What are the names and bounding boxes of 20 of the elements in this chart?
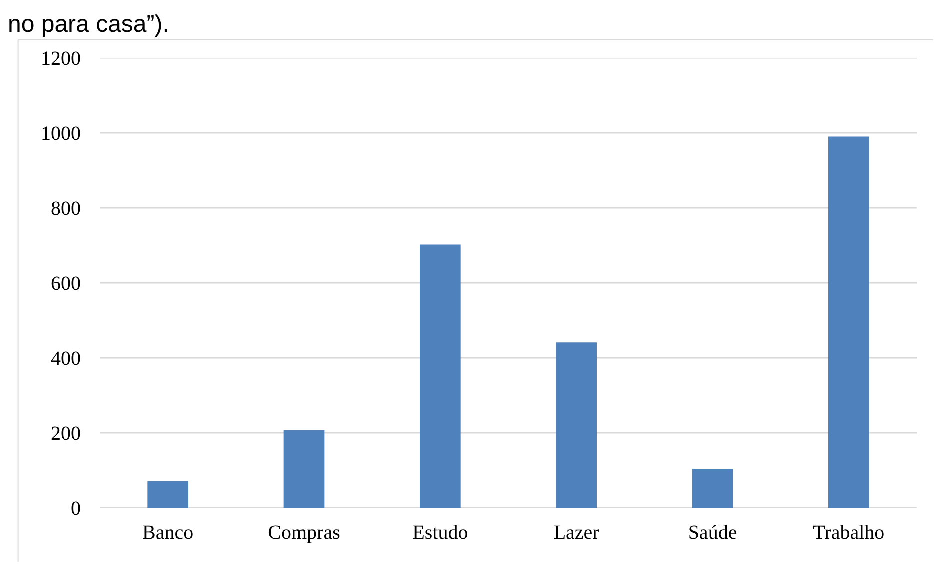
bar bbox=[692, 469, 734, 508]
y-tick-label: 800 bbox=[51, 198, 81, 220]
y-tick-label: 1200 bbox=[41, 48, 81, 70]
y-tick-label: 400 bbox=[51, 348, 81, 370]
y-tick-label: 200 bbox=[51, 423, 81, 445]
bar bbox=[148, 481, 189, 508]
bar bbox=[284, 430, 325, 508]
y-tick-label: 600 bbox=[51, 273, 81, 295]
y-tick-label: 0 bbox=[71, 498, 81, 520]
x-tick-label: Lazer bbox=[554, 522, 600, 544]
bar bbox=[828, 136, 870, 508]
x-tick-label: Compras bbox=[268, 522, 341, 544]
y-tick-label: 1000 bbox=[41, 123, 81, 145]
x-tick-label: Estudo bbox=[412, 522, 468, 544]
text: no para casa”). bbox=[8, 11, 170, 38]
x-tick-label: Trabalho bbox=[813, 522, 885, 544]
x-tick-label: Saúde bbox=[688, 522, 738, 544]
bar bbox=[420, 244, 461, 508]
bar bbox=[556, 342, 598, 508]
x-tick-label: Banco bbox=[142, 522, 194, 544]
